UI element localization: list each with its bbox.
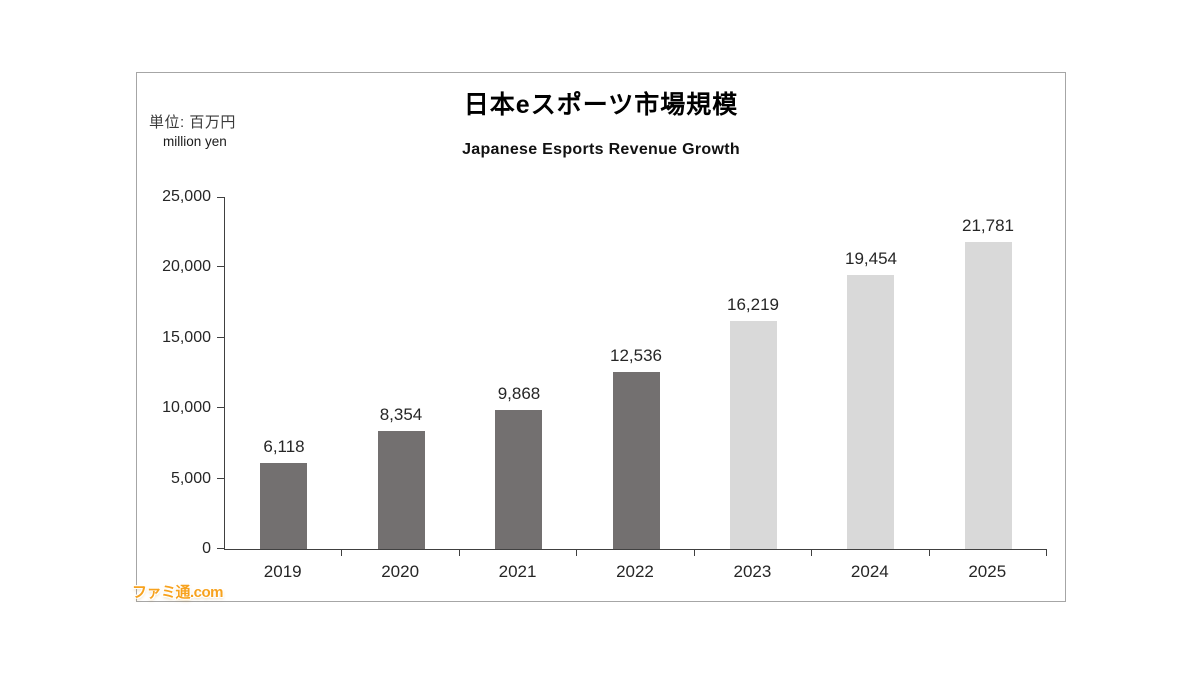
chart-title: 日本eスポーツ市場規模	[463, 91, 739, 119]
bar-2022	[613, 372, 660, 549]
x-axis-category-label: 2025	[968, 562, 1007, 581]
y-axis-tick-mark	[217, 548, 224, 549]
famitsu-watermark-logo: ファミ通.com	[132, 584, 224, 601]
x-axis-tick-mark	[811, 550, 812, 556]
y-axis-labels: 0 5,000 10,000 15,000 20,000 25,000	[137, 188, 211, 557]
bar-2024	[847, 275, 894, 549]
y-axis-tick-label: 20,000	[162, 258, 211, 276]
x-axis-tick-mark	[929, 550, 930, 556]
bar-2019	[260, 463, 307, 549]
x-axis-labels: 2019 2020 2021 2022 2023 2024 2025	[224, 562, 1046, 582]
chart-subtitle: Japanese Esports Revenue Growth	[462, 141, 740, 158]
x-axis-category-label: 2021	[498, 562, 537, 581]
unit-label-en: million yen	[163, 134, 227, 149]
x-axis-category-label: 2022	[616, 562, 654, 581]
x-axis-tick-mark	[341, 550, 342, 556]
unit-label-jp: 単位: 百万円	[149, 114, 236, 131]
bar-value-label-2022: 12,536	[610, 346, 662, 365]
y-axis-tick-mark	[217, 478, 224, 479]
x-axis-category-label: 2020	[381, 562, 420, 581]
y-axis-tick-label: 5,000	[170, 469, 211, 487]
bar-2023	[730, 321, 777, 549]
bar-2020	[378, 431, 425, 549]
y-axis-tick-mark	[217, 266, 224, 267]
x-axis-tick-mark	[576, 550, 577, 556]
x-axis-category-label: 2024	[850, 562, 889, 581]
bar-2021	[495, 410, 542, 549]
x-axis-tick-mark	[459, 550, 460, 556]
x-axis-category-label: 2023	[733, 562, 772, 581]
bar-value-label-2020: 8,354	[379, 405, 423, 424]
x-axis-category-label: 2019	[263, 562, 302, 581]
x-axis-tick-mark	[694, 550, 695, 556]
bar-value-label-2023: 16,219	[727, 295, 779, 314]
y-axis-tick-label: 25,000	[162, 188, 211, 205]
plot-area: 6,118 8,354 9,868 12,536 16,219 19,454 21,781	[217, 197, 1047, 556]
y-axis-tick-label: 10,000	[162, 399, 211, 417]
bar-value-label-2019: 6,118	[263, 437, 305, 456]
chart-panel: 単位: 百万円 million yen 日本eスポーツ市場規模 Japanese…	[136, 72, 1066, 602]
bar-value-label-2021: 9,868	[497, 384, 541, 403]
y-axis-tick-label: 15,000	[162, 328, 211, 346]
y-axis-tick-mark	[217, 197, 224, 198]
y-axis-tick-label: 0	[202, 540, 211, 557]
x-axis-tick-mark	[1046, 550, 1047, 556]
bar-value-label-2025: 21,781	[962, 216, 1014, 235]
y-axis-tick-mark	[217, 407, 224, 408]
bar-2025	[965, 242, 1012, 549]
y-axis-tick-mark	[217, 337, 224, 338]
bar-value-label-2024: 19,454	[845, 249, 897, 268]
